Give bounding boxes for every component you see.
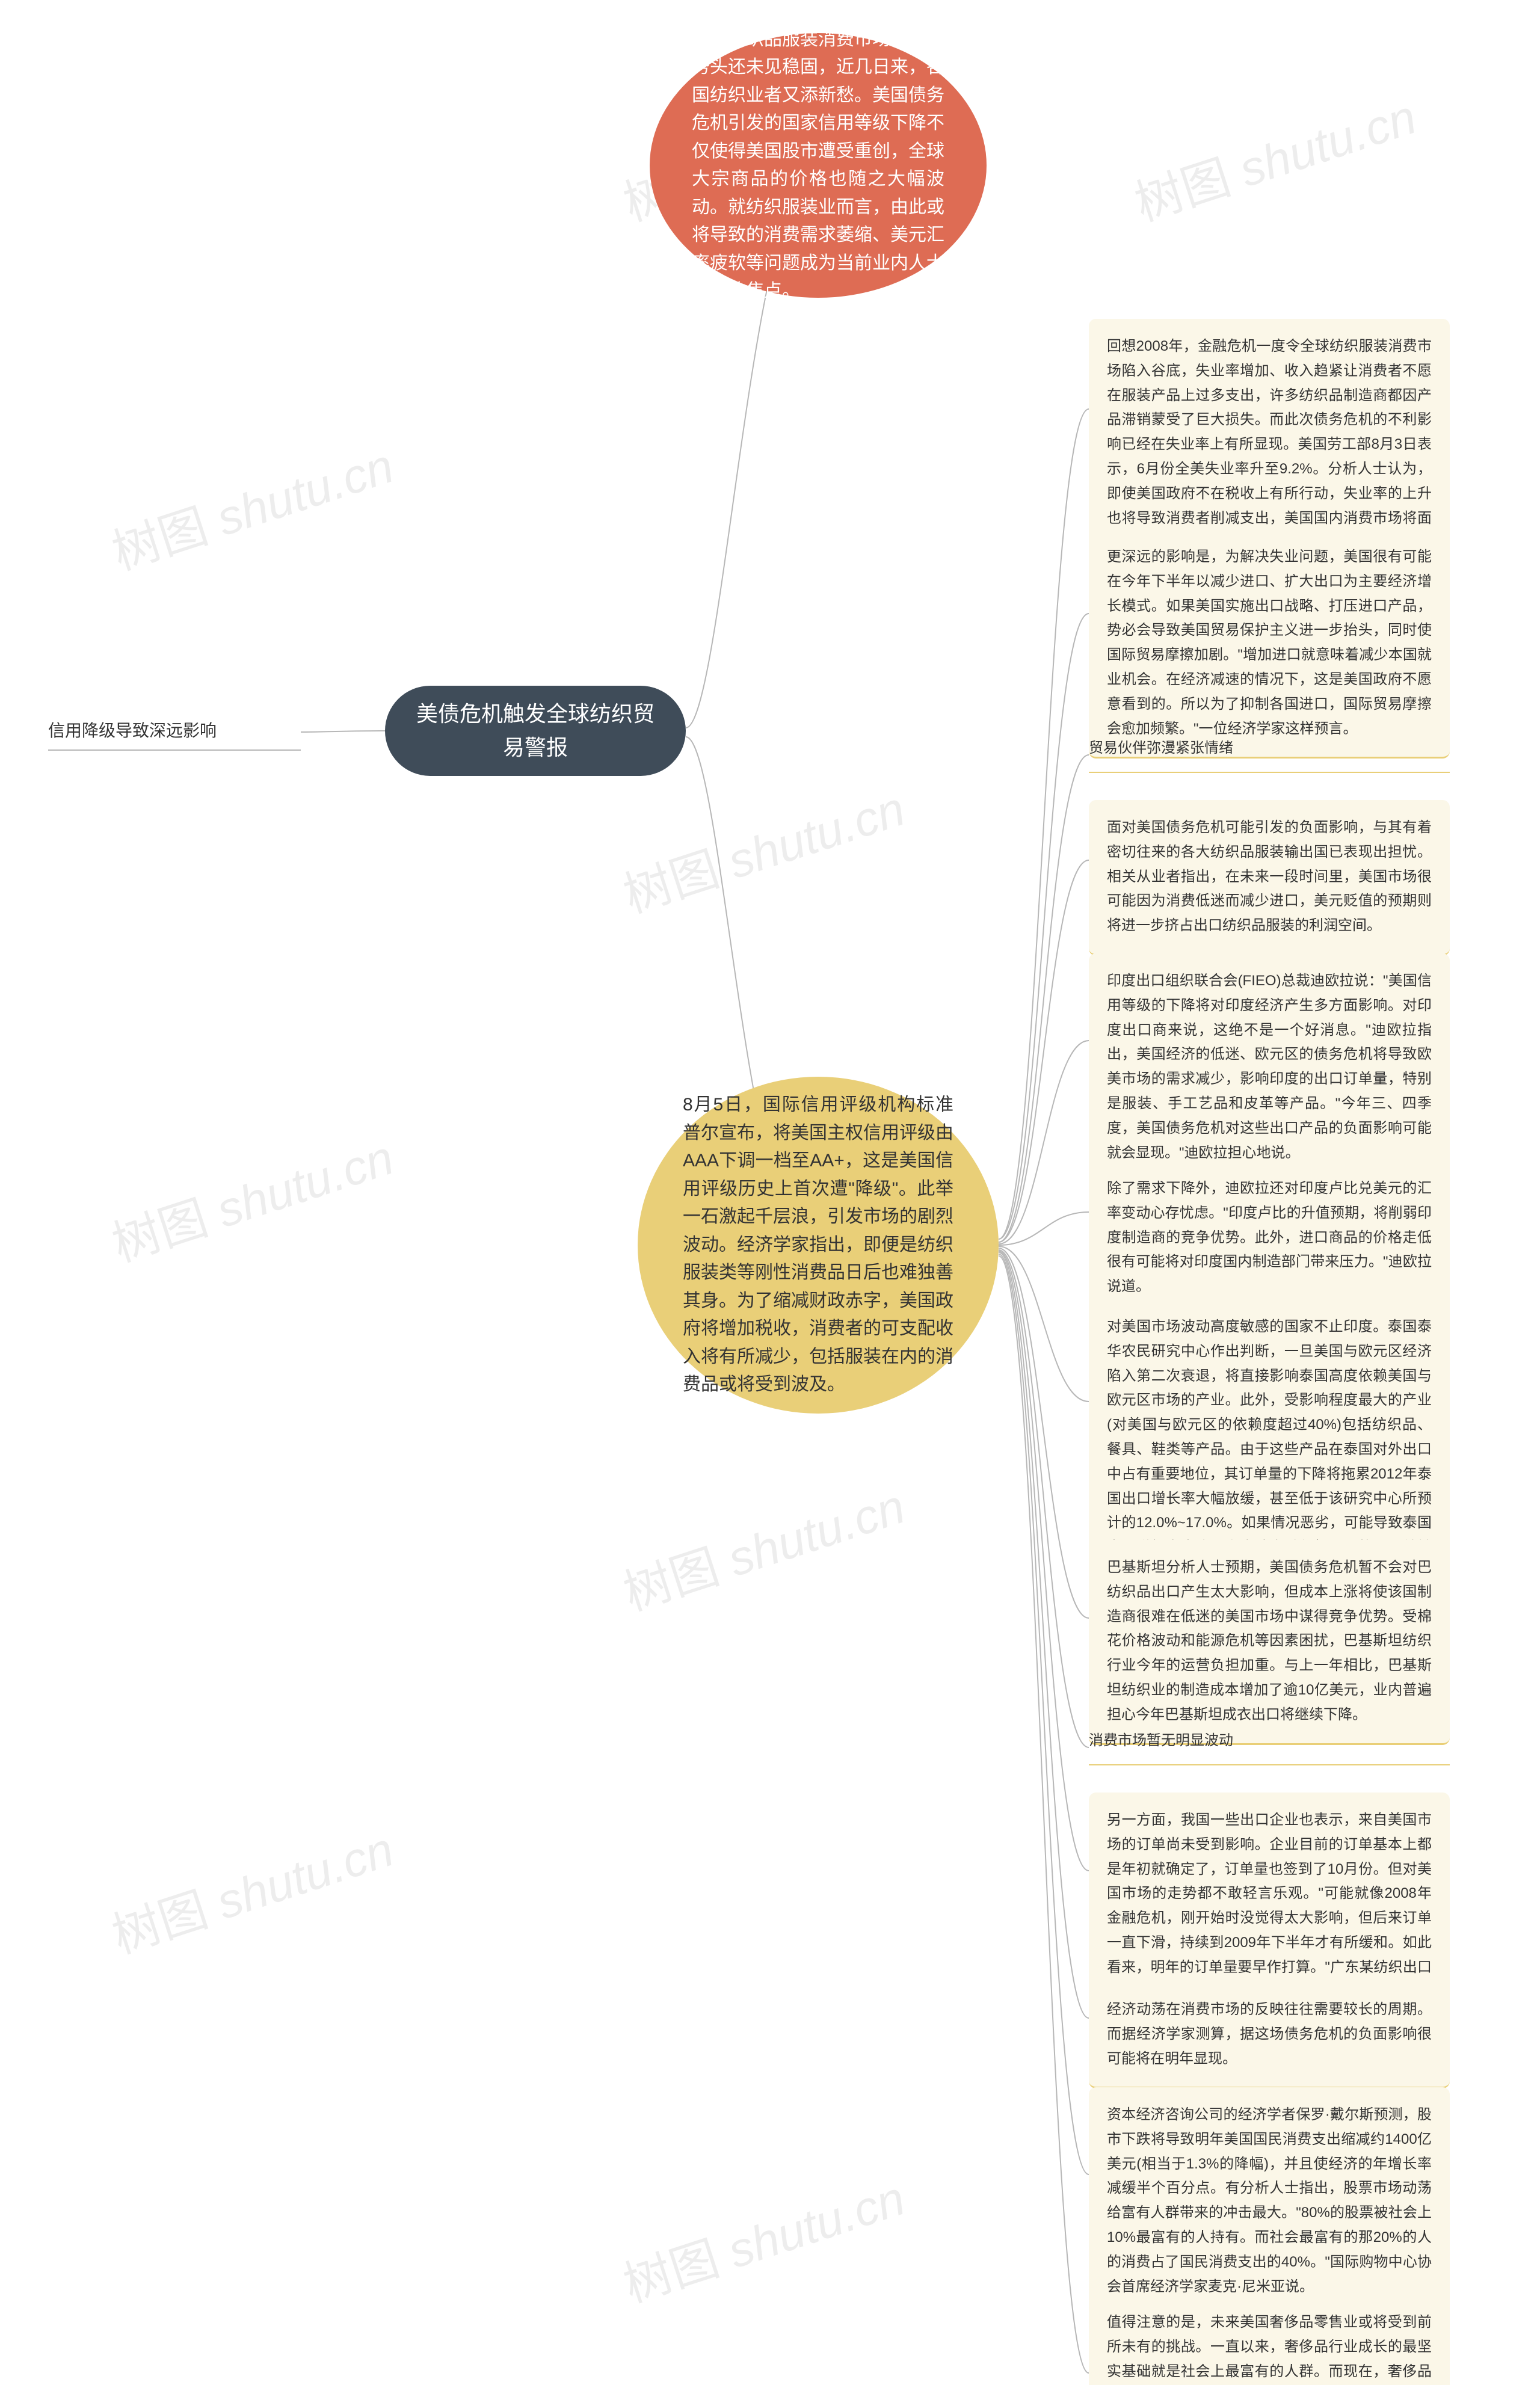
edge	[999, 1256, 1089, 2373]
leaf-heading[interactable]: 消费市场暂无明显波动	[1089, 1729, 1450, 1765]
leaf-card[interactable]: 巴基斯坦分析人士预期，美国债务危机暂不会对巴纺织品出口产生太大影响，但成本上涨将…	[1089, 1540, 1450, 1745]
leaf-text: 贸易伙伴弥漫紧张情绪	[1089, 740, 1233, 756]
edge	[999, 1251, 1089, 1871]
watermark: 树图 shutu.cn	[102, 427, 401, 583]
leaf-heading[interactable]: 贸易伙伴弥漫紧张情绪	[1089, 737, 1450, 773]
sub1-text: 国际纺织品服装消费市场的复苏势头还未见稳固，近几日来，各国纺织业者又添新愁。美国…	[692, 26, 944, 306]
watermark: 树图 shutu.cn	[614, 2159, 913, 2316]
leaf-text: 另一方面，我国一些出口企业也表示，来自美国市场的订单尚未受到影响。企业目前的订单…	[1107, 1812, 1432, 2000]
leaf-card[interactable]: 资本经济咨询公司的经济学者保罗·戴尔斯预测，股市下跌将导致明年美国国民消费支出缩…	[1089, 2087, 1450, 2316]
edge	[999, 614, 1089, 1239]
watermark: 树图 shutu.cn	[102, 1811, 401, 1967]
leaf-card[interactable]: 经济动荡在消费市场的反映往往需要较长的周期。而据经济学家测算，据这场债务危机的负…	[1089, 1982, 1450, 2088]
left-leaf[interactable]: 信用降级导致深远影响	[48, 718, 301, 751]
leaf-text: 消费市场暂无明显波动	[1089, 1732, 1233, 1749]
leaf-text: 经济动荡在消费市场的反映往往需要较长的周期。而据经济学家测算，据这场债务危机的负…	[1107, 2001, 1432, 2067]
edge	[999, 860, 1089, 1242]
root-node[interactable]: 美债危机触发全球纺织贸易警报	[385, 686, 686, 776]
sub2-text: 8月5日，国际信用评级机构标准普尔宣布，将美国主权信用评级由AAA下调一档至AA…	[683, 1091, 953, 1399]
leaf-card[interactable]: 除了需求下降外，迪欧拉还对印度卢比兑美元的汇率变动心存忧虑。"印度卢比的升值预期…	[1089, 1161, 1450, 1317]
leaf-text: 值得注意的是，未来美国奢侈品零售业或将受到前所未有的挑战。一直以来，奢侈品行业成…	[1107, 2314, 1432, 2385]
leaf-text: 更深远的影响是，为解决失业问题，美国很有可能在今年下半年以减少进口、扩大出口为主…	[1107, 549, 1432, 737]
edge	[999, 1254, 1089, 2174]
leaf-card[interactable]: 面对美国债务危机可能引发的负面影响，与其有着密切往来的各大纺织品服装输出国已表现…	[1089, 800, 1450, 956]
edge	[999, 1250, 1089, 1747]
edge	[999, 409, 1089, 1239]
leaf-text: 巴基斯坦分析人士预期，美国债务危机暂不会对巴纺织品出口产生太大影响，但成本上涨将…	[1107, 1559, 1432, 1723]
leaf-text: 资本经济咨询公司的经济学者保罗·戴尔斯预测，股市下跌将导致明年美国国民消费支出缩…	[1107, 2106, 1432, 2295]
leaf-card[interactable]: 印度出口组织联合会(FIEO)总裁迪欧拉说："美国信用等级的下降将对印度经济产生…	[1089, 953, 1450, 1183]
left-leaf-label: 信用降级导致深远影响	[48, 721, 217, 740]
root-label: 美债危机触发全球纺织贸易警报	[415, 697, 656, 765]
edge	[999, 1252, 1089, 2018]
sub2-node[interactable]: 8月5日，国际信用评级机构标准普尔宣布，将美国主权信用评级由AAA下调一档至AA…	[638, 1077, 999, 1414]
watermark: 树图 shutu.cn	[1125, 78, 1424, 235]
edge	[999, 1212, 1089, 1245]
edge	[999, 1248, 1089, 1618]
edge	[999, 755, 1089, 1242]
mindmap-canvas: 树图 shutu.cn 树图 shutu.cn 树图 shutu.cn 树图 shut…	[0, 0, 1540, 2385]
watermark: 树图 shutu.cn	[614, 1468, 913, 1624]
leaf-text: 回想2008年，金融危机一度令全球纺织服装消费市场陷入谷底，失业率增加、收入趋紧…	[1107, 338, 1432, 550]
leaf-text: 印度出口组织联合会(FIEO)总裁迪欧拉说："美国信用等级的下降将对印度经济产生…	[1107, 973, 1432, 1161]
leaf-text: 面对美国债务危机可能引发的负面影响，与其有着密切往来的各大纺织品服装输出国已表现…	[1107, 819, 1432, 934]
leaf-card[interactable]: 值得注意的是，未来美国奢侈品零售业或将受到前所未有的挑战。一直以来，奢侈品行业成…	[1089, 2295, 1450, 2385]
edge	[999, 1246, 1089, 1402]
edge	[301, 731, 385, 732]
edge	[999, 1041, 1089, 1244]
watermark: 树图 shutu.cn	[614, 770, 913, 926]
sub1-node[interactable]: 国际纺织品服装消费市场的复苏势头还未见稳固，近几日来，各国纺织业者又添新愁。美国…	[650, 33, 987, 298]
leaf-card[interactable]: 更深远的影响是，为解决失业问题，美国很有可能在今年下半年以减少进口、扩大出口为主…	[1089, 529, 1450, 759]
watermark: 树图 shutu.cn	[102, 1119, 401, 1275]
leaf-text: 除了需求下降外，迪欧拉还对印度卢比兑美元的汇率变动心存忧虑。"印度卢比的升值预期…	[1107, 1180, 1432, 1294]
